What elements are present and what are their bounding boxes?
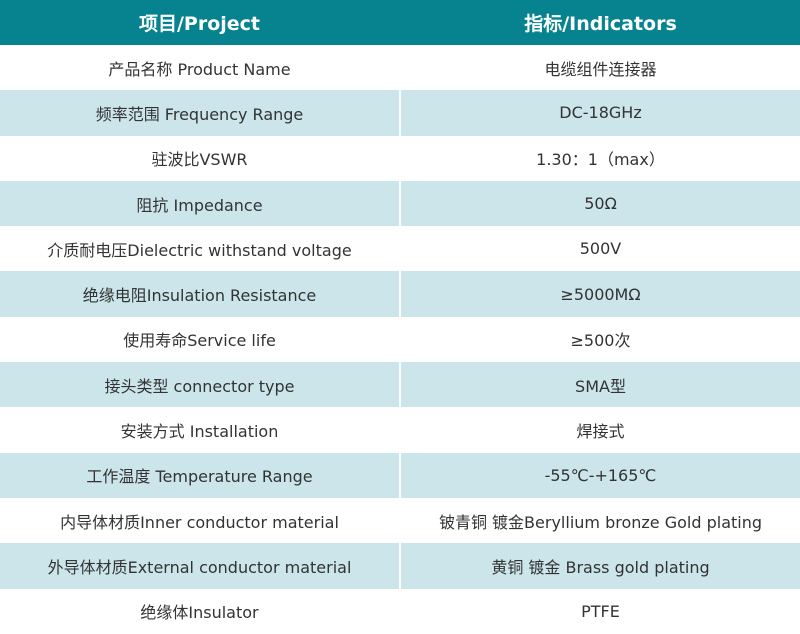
table-row: 内导体材质Inner conductor material 铍青铜 镀金Bery… <box>0 498 800 543</box>
table-row: 频率范围 Frequency Range DC-18GHz <box>0 90 800 136</box>
header-indicators: 指标/Indicators <box>401 0 800 45</box>
table-row: 安装方式 Installation 焊接式 <box>0 407 800 452</box>
project-cell: 接头类型 connector type <box>0 362 399 408</box>
table-row: 使用寿命Service life ≥500次 <box>0 317 800 362</box>
project-cell: 绝缘电阻Insulation Resistance <box>0 271 399 317</box>
indicator-cell: 500V <box>579 239 622 259</box>
project-cell: 工作温度 Temperature Range <box>0 452 399 498</box>
indicator-cell: ≥500次 <box>570 331 631 351</box>
project-cell: 使用寿命Service life <box>123 331 276 351</box>
indicator-cell: DC-18GHz <box>401 90 800 136</box>
table-row: 外导体材质External conductor material 黄铜 镀金 B… <box>0 543 800 589</box>
indicator-cell: -55℃-+165℃ <box>401 452 800 498</box>
project-cell: 绝缘体Insulator <box>140 603 259 623</box>
table-row: 工作温度 Temperature Range -55℃-+165℃ <box>0 452 800 498</box>
indicator-cell: 黄铜 镀金 Brass gold plating <box>401 543 800 589</box>
table-row: 驻波比VSWR 1.30：1（max） <box>0 136 800 181</box>
indicator-cell: 1.30：1（max） <box>536 150 665 170</box>
project-cell: 安装方式 Installation <box>120 422 279 442</box>
indicator-cell: 焊接式 <box>576 422 625 442</box>
project-cell: 产品名称 Product Name <box>108 59 291 79</box>
project-cell: 外导体材质External conductor material <box>0 543 399 589</box>
table-row: 绝缘电阻Insulation Resistance ≥5000MΩ <box>0 271 800 317</box>
table-row: 接头类型 connector type SMA型 <box>0 362 800 408</box>
table-row: 阻抗 Impedance 50Ω <box>0 180 800 227</box>
project-cell: 内导体材质Inner conductor material <box>60 512 339 532</box>
indicator-cell: SMA型 <box>401 362 800 408</box>
project-cell: 阻抗 Impedance <box>0 180 399 227</box>
project-cell: 驻波比VSWR <box>151 150 248 170</box>
header-project: 项目/Project <box>0 0 399 45</box>
project-cell: 介质耐电压Dielectric withstand voltage <box>47 240 352 260</box>
project-cell: 频率范围 Frequency Range <box>0 90 399 136</box>
table-row: 产品名称 Product Name 电缆组件连接器 <box>0 45 800 90</box>
indicator-cell: 50Ω <box>401 180 800 227</box>
table-row: 介质耐电压Dielectric withstand voltage 500V <box>0 226 800 271</box>
indicator-cell: 电缆组件连接器 <box>544 59 657 79</box>
indicator-cell: PTFE <box>581 601 620 621</box>
table-row: 绝缘体Insulator PTFE <box>0 589 800 634</box>
indicator-cell: 铍青铜 镀金Beryllium bronze Gold plating <box>438 512 763 532</box>
indicator-cell: ≥5000MΩ <box>401 271 800 317</box>
table-header: 项目/Project 指标/Indicators <box>0 0 800 45</box>
